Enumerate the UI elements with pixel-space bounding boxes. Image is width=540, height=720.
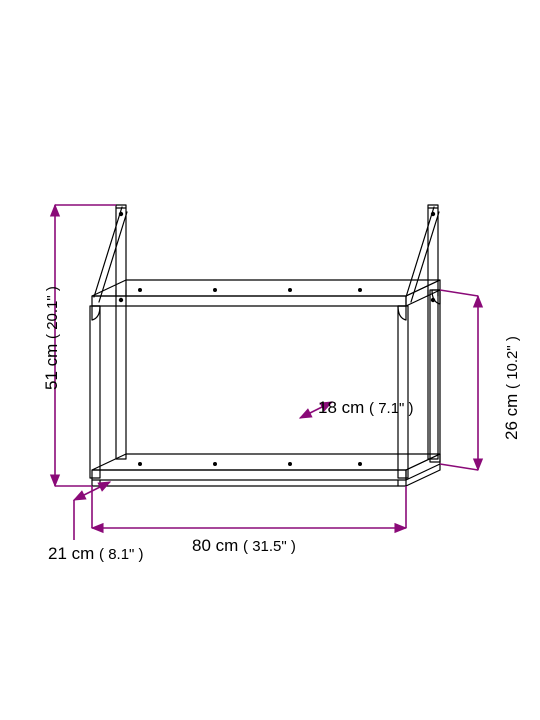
dim-imperial: ( 10.2" ) [504,336,521,389]
drawing-svg [0,0,540,720]
dim-imperial: ( 7.1" ) [369,400,414,417]
product-lineart [90,205,440,486]
dim-imperial: ( 20.1" ) [44,286,61,339]
dim-width: 80 cm ( 31.5" ) [192,536,296,556]
diagram-stage: 51 cm ( 20.1" ) 21 cm ( 8.1" ) 80 cm ( 3… [0,0,540,720]
dim-shelf-gap: 26 cm ( 10.2" ) [502,336,522,440]
dim-imperial: ( 31.5" ) [243,538,296,555]
dim-imperial: ( 8.1" ) [99,546,144,563]
dim-metric: 18 cm [318,398,364,417]
dim-shelf-depth: 18 cm ( 7.1" ) [318,398,414,418]
dim-metric: 26 cm [502,394,521,440]
dim-metric: 51 cm [42,344,61,390]
dim-height-total: 51 cm ( 20.1" ) [42,286,62,390]
dimension-lines [55,205,478,540]
dim-depth-bottom: 21 cm ( 8.1" ) [48,544,144,564]
dim-metric: 21 cm [48,544,94,563]
dim-metric: 80 cm [192,536,238,555]
